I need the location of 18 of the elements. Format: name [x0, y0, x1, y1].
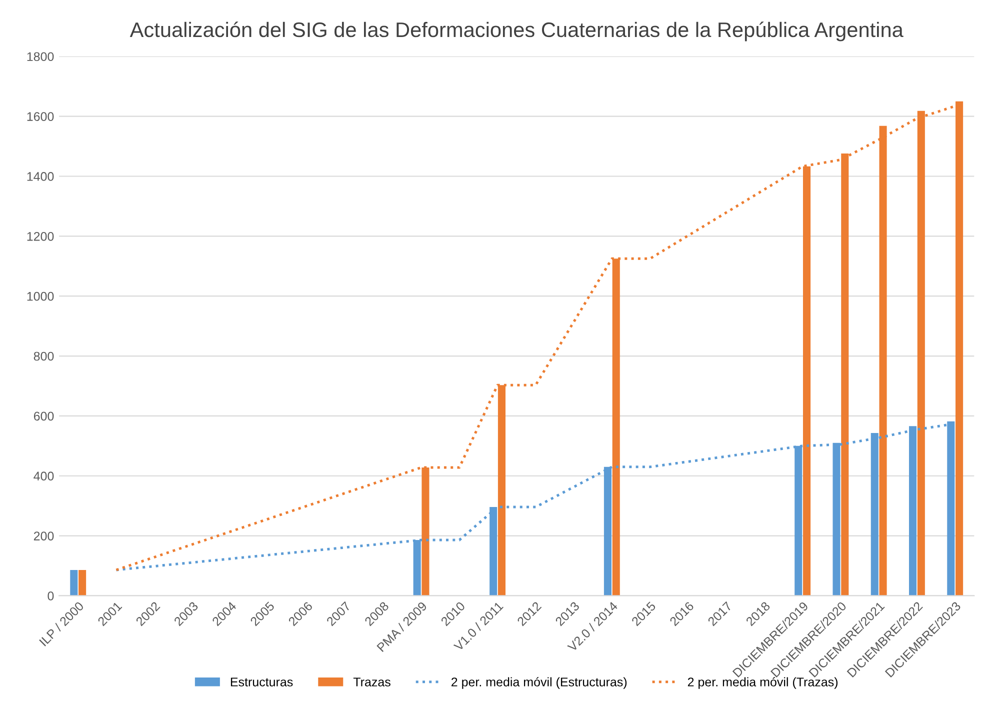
y-tick-label: 1200	[27, 232, 54, 241]
legend-label: Estructuras	[230, 678, 293, 686]
y-tick-label: 1600	[27, 112, 54, 121]
bar	[70, 570, 78, 596]
y-tick-label: 1800	[27, 52, 54, 62]
legend-label: Trazas	[353, 678, 390, 686]
bar	[956, 101, 964, 596]
legend-label: 2 per. media móvil (Estructuras)	[452, 677, 627, 689]
chart-title: Actualización del SIG de las Deformaciones Cuaternarias de la República Argentina	[130, 22, 904, 42]
legend-label: 2 per. media móvil (Trazas)	[688, 677, 838, 689]
y-tick-label: 1000	[27, 292, 54, 301]
y-tick-label: 800	[34, 352, 54, 361]
y-tick-label: 1400	[27, 172, 54, 181]
bar	[78, 570, 86, 596]
y-tick-label: 0	[48, 592, 54, 600]
y-tick-label: 200	[34, 532, 54, 540]
y-tick-label: 600	[34, 412, 54, 421]
y-tick-label: 400	[34, 472, 54, 481]
